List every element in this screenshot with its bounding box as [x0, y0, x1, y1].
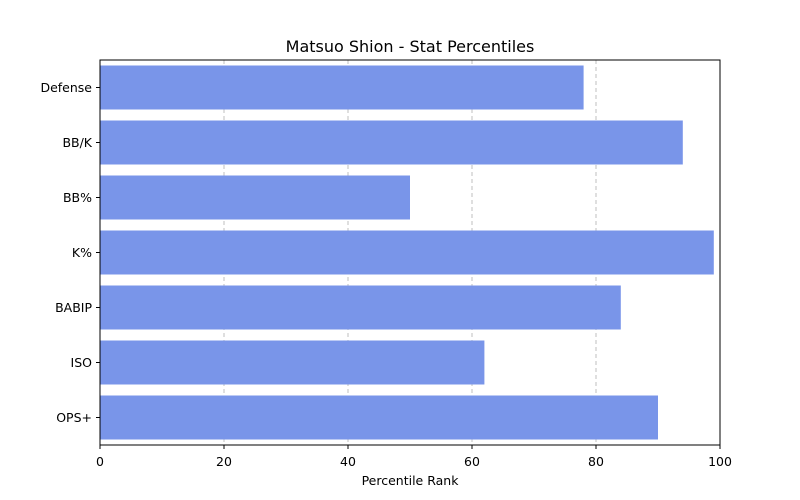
bar — [100, 285, 621, 330]
x-axis-label: Percentile Rank — [362, 473, 460, 488]
y-axis: Defense BB/K BB% K% BABIP ISO OPS+ — [40, 80, 100, 425]
x-tick-label: 60 — [464, 454, 480, 469]
y-tick-label: OPS+ — [56, 410, 92, 425]
x-tick-label: 100 — [708, 454, 732, 469]
y-tick-label: BABIP — [55, 300, 92, 315]
y-tick-label: BB% — [63, 190, 92, 205]
bar — [100, 175, 410, 220]
bar — [100, 395, 658, 440]
x-tick-label: 20 — [216, 454, 232, 469]
bar — [100, 340, 485, 385]
x-axis: 0 20 40 60 80 100 — [96, 445, 732, 469]
bars — [100, 65, 714, 440]
bar — [100, 65, 584, 110]
y-tick-label: Defense — [40, 80, 92, 95]
x-tick-label: 80 — [588, 454, 604, 469]
x-tick-label: 0 — [96, 454, 104, 469]
y-tick-label: K% — [72, 245, 92, 260]
bar — [100, 230, 714, 275]
bar — [100, 120, 683, 165]
y-tick-label: BB/K — [62, 135, 92, 150]
chart-title: Matsuo Shion - Stat Percentiles — [286, 37, 535, 56]
x-tick-label: 40 — [340, 454, 356, 469]
y-tick-label: ISO — [71, 355, 93, 370]
